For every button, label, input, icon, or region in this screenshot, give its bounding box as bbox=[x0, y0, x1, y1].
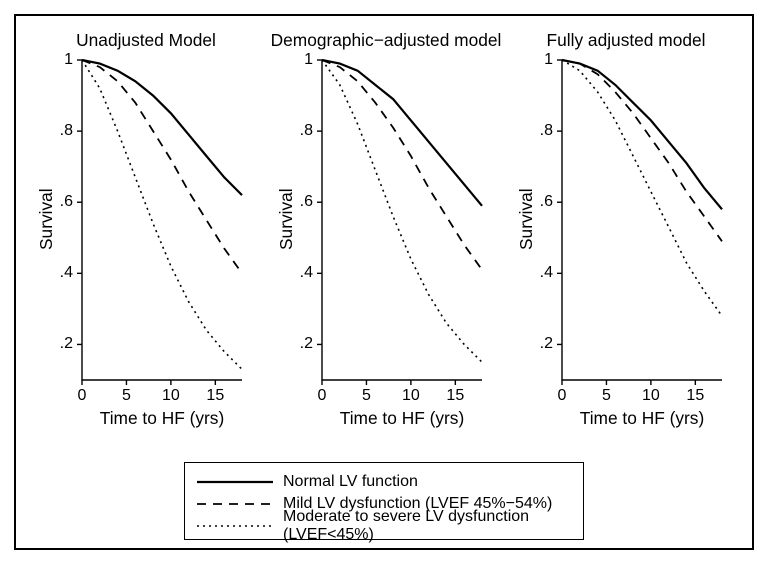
x-tick-label: 15 bbox=[683, 387, 707, 405]
x-axis-label: Time to HF (yrs) bbox=[562, 408, 722, 429]
x-tick-label: 0 bbox=[310, 387, 334, 405]
plot-svg bbox=[26, 30, 266, 420]
curve-moderate bbox=[322, 60, 482, 362]
x-tick-label: 10 bbox=[159, 387, 183, 405]
x-tick-label: 15 bbox=[443, 387, 467, 405]
panel-0: Unadjusted Model051015.2.4.6.81SurvivalT… bbox=[26, 30, 266, 440]
axes bbox=[82, 60, 242, 380]
y-tick-label: .8 bbox=[51, 122, 73, 140]
y-tick-label: .2 bbox=[51, 335, 73, 353]
curve-normal bbox=[322, 60, 482, 206]
x-tick-label: 10 bbox=[399, 387, 423, 405]
x-tick-label: 0 bbox=[550, 387, 574, 405]
x-axis-label: Time to HF (yrs) bbox=[322, 408, 482, 429]
curve-normal bbox=[82, 60, 242, 195]
y-axis-label: Survival bbox=[516, 188, 537, 250]
panel-2: Fully adjusted model051015.2.4.6.81Survi… bbox=[506, 30, 746, 440]
x-tick-label: 5 bbox=[114, 387, 138, 405]
x-tick-label: 10 bbox=[639, 387, 663, 405]
curve-normal bbox=[562, 60, 722, 209]
curve-mild bbox=[82, 60, 242, 273]
y-tick-label: .8 bbox=[291, 122, 313, 140]
legend-swatch bbox=[195, 515, 275, 537]
legend-label: Moderate to severe LV dysfunction (LVEF<… bbox=[283, 508, 583, 544]
x-tick-label: 0 bbox=[70, 387, 94, 405]
plot-svg bbox=[266, 30, 506, 420]
y-tick-label: 1 bbox=[291, 51, 313, 69]
axes bbox=[562, 60, 722, 380]
y-tick-label: .4 bbox=[531, 264, 553, 282]
y-tick-label: .2 bbox=[291, 335, 313, 353]
y-tick-label: 1 bbox=[531, 51, 553, 69]
panel-1: Demographic−adjusted model051015.2.4.6.8… bbox=[266, 30, 506, 440]
y-tick-label: .4 bbox=[51, 264, 73, 282]
y-tick-label: .2 bbox=[531, 335, 553, 353]
legend-swatch bbox=[195, 471, 275, 493]
plot-svg bbox=[506, 30, 746, 420]
x-tick-label: 15 bbox=[203, 387, 227, 405]
legend-item: Moderate to severe LV dysfunction (LVEF<… bbox=[195, 515, 583, 537]
legend-label: Normal LV function bbox=[283, 473, 418, 491]
curve-moderate bbox=[562, 60, 722, 316]
curve-mild bbox=[562, 60, 722, 241]
y-axis-label: Survival bbox=[276, 188, 297, 250]
legend-swatch bbox=[195, 493, 275, 515]
legend-item: Normal LV function bbox=[195, 471, 418, 493]
legend: Normal LV functionMild LV dysfunction (L… bbox=[184, 462, 584, 540]
axes bbox=[322, 60, 482, 380]
x-tick-label: 5 bbox=[594, 387, 618, 405]
x-tick-label: 5 bbox=[354, 387, 378, 405]
curve-mild bbox=[322, 60, 482, 270]
y-tick-label: 1 bbox=[51, 51, 73, 69]
y-tick-label: .4 bbox=[291, 264, 313, 282]
figure: Unadjusted Model051015.2.4.6.81SurvivalT… bbox=[0, 0, 768, 564]
x-axis-label: Time to HF (yrs) bbox=[82, 408, 242, 429]
y-axis-label: Survival bbox=[36, 188, 57, 250]
curve-moderate bbox=[82, 60, 242, 369]
y-tick-label: .8 bbox=[531, 122, 553, 140]
